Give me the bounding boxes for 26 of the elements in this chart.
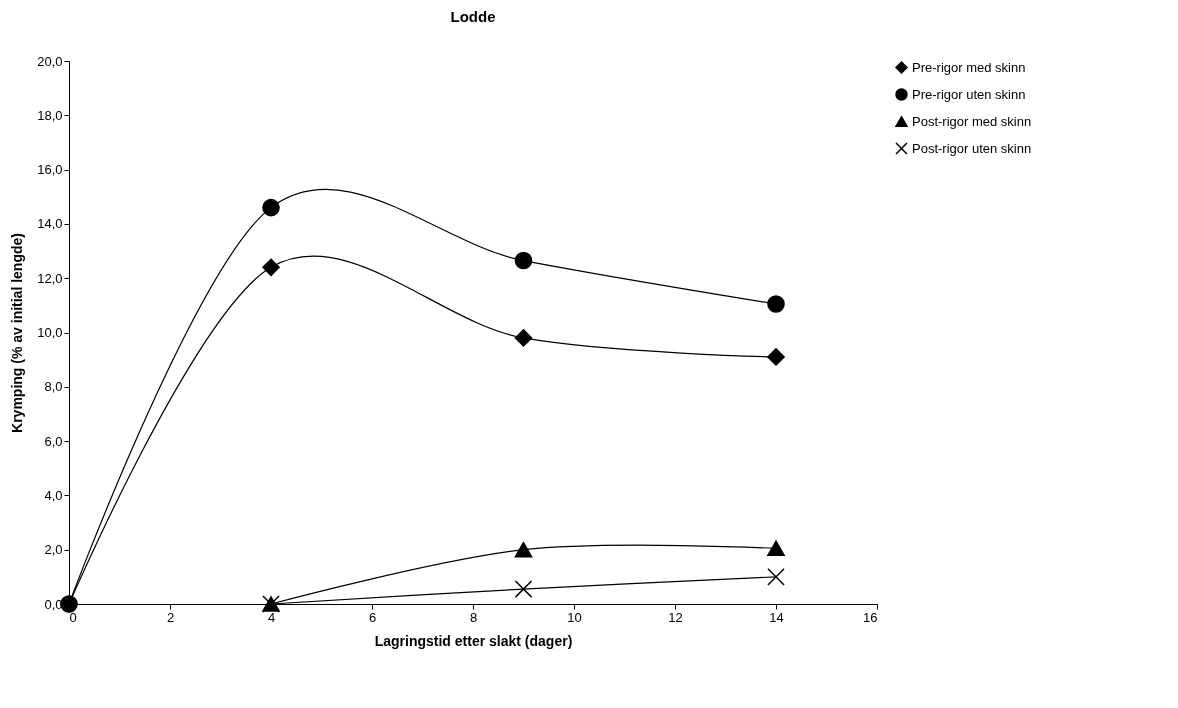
y-tick-label: 2,0 bbox=[44, 542, 63, 558]
legend-label: Pre-rigor uten skinn bbox=[912, 86, 1026, 102]
chart-title: Lodde bbox=[450, 8, 496, 25]
y-tick-label: 20,0 bbox=[37, 53, 63, 69]
y-tick-label: 6,0 bbox=[44, 433, 63, 449]
x-tick-label: 4 bbox=[267, 609, 276, 625]
y-tick-label: 8,0 bbox=[44, 379, 63, 395]
x-tick-label: 2 bbox=[166, 609, 175, 625]
x-tick-label: 16 bbox=[863, 609, 878, 625]
legend-label: Post-rigor uten skinn bbox=[912, 140, 1032, 156]
x-tick-label: 12 bbox=[668, 609, 683, 625]
y-axis-title: Krymping (% av initial lengde) bbox=[9, 233, 26, 433]
x-axis-title: Lagringstid etter slakt (dager) bbox=[374, 632, 573, 649]
y-tick-label: 16,0 bbox=[37, 162, 63, 178]
legend-label: Post-rigor med skinn bbox=[912, 113, 1032, 129]
y-tick-label: 18,0 bbox=[37, 107, 63, 123]
y-tick-label: 4,0 bbox=[44, 487, 63, 503]
x-tick-label: 14 bbox=[769, 609, 784, 625]
x-tick-label: 10 bbox=[567, 609, 582, 625]
y-tick-label: 14,0 bbox=[37, 216, 63, 232]
y-tick-label: 10,0 bbox=[37, 325, 63, 340]
y-tick-label: 12,0 bbox=[37, 270, 63, 286]
x-tick-label: 6 bbox=[368, 609, 377, 625]
x-tick-label: 8 bbox=[469, 609, 478, 625]
x-tick-label: 0 bbox=[69, 609, 77, 625]
legend-label: Pre-rigor med skinn bbox=[912, 59, 1026, 75]
